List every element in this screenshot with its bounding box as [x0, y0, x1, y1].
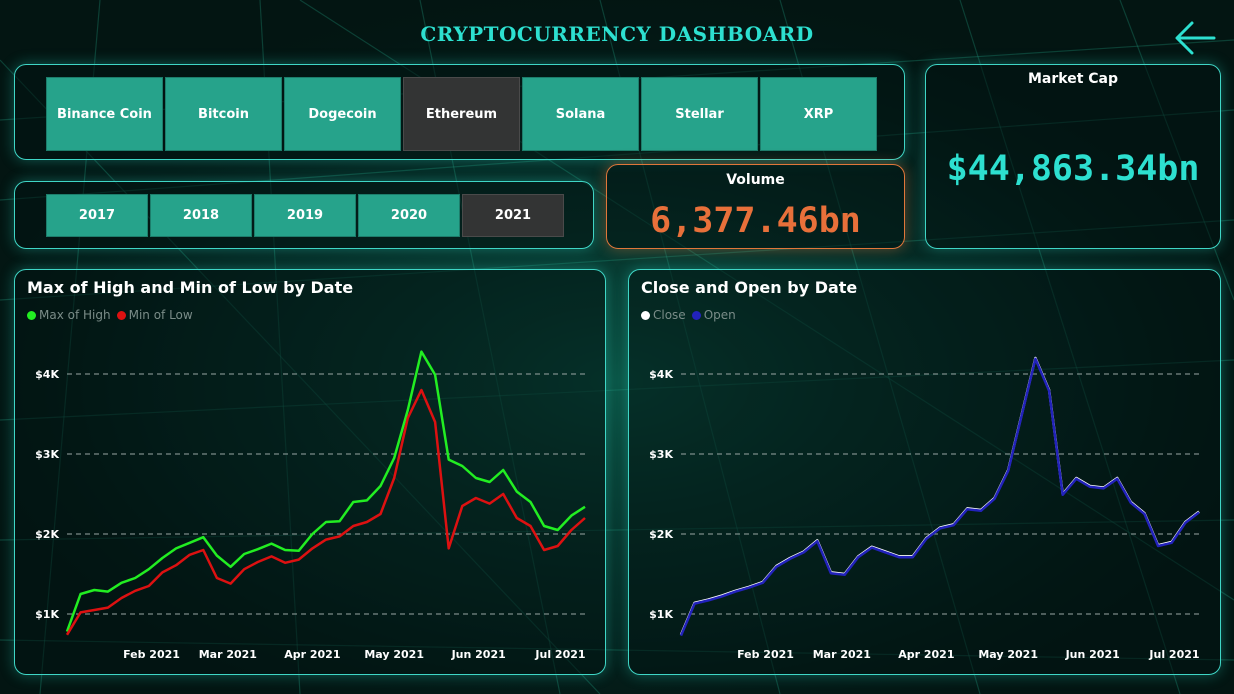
series-line-max-of-high	[65, 350, 586, 633]
coin-option-ethereum[interactable]: Ethereum	[403, 77, 520, 151]
y-tick-label: $1K	[649, 608, 673, 621]
legend-label: Close	[653, 308, 686, 322]
year-option-2021[interactable]: 2021	[462, 194, 564, 237]
series-line-close	[679, 356, 1200, 636]
coin-option-stellar[interactable]: Stellar	[641, 77, 758, 151]
x-tick-label: May 2021	[978, 648, 1038, 661]
legend-label: Min of Low	[128, 308, 193, 322]
legend-label: Open	[703, 308, 736, 322]
high-low-chart-panel: Max of High and Min of Low by Date Max o…	[14, 269, 606, 675]
chart-legend: Close Open	[641, 308, 736, 322]
coin-slicer-panel: Binance Coin Bitcoin Dogecoin Ethereum Solan…	[14, 64, 905, 160]
legend-dot-close	[641, 310, 650, 320]
close-open-line-chart[interactable]: $1K $2K $3K $4K Feb 2021 Mar 2021 Apr 2021 May …	[629, 270, 1222, 676]
x-tick-label: Apr 2021	[284, 648, 340, 661]
coin-option-bitcoin[interactable]: Bitcoin	[165, 77, 282, 151]
chart-legend: Max of High Min of Low	[27, 308, 193, 322]
year-option-2019[interactable]: 2019	[254, 194, 356, 237]
close-open-chart-panel: Close and Open by Date Close Open $1K $2K…	[628, 269, 1221, 675]
volume-value: 6,377.46bn	[650, 201, 861, 241]
legend-dot-min-low	[116, 310, 126, 320]
x-tick-label: Feb 2021	[737, 648, 794, 661]
series-line-min-of-low	[65, 388, 586, 636]
legend-item[interactable]: Min of Low	[116, 308, 193, 322]
year-slicer-panel: 2017 2018 2019 2020 2021	[14, 181, 594, 249]
high-low-line-chart[interactable]: $1K $2K $3K $4K Feb 2021 Mar 2021 Apr 2021 May …	[15, 270, 607, 676]
y-tick-label: $1K	[35, 608, 59, 621]
y-tick-label: $3K	[35, 448, 59, 461]
coin-option-xrp[interactable]: XRP	[760, 77, 877, 151]
legend-item[interactable]: Max of High	[27, 308, 111, 322]
year-option-2018[interactable]: 2018	[150, 194, 252, 237]
market-cap-card: Market Cap $44,863.34bn	[925, 64, 1221, 249]
x-tick-label: Apr 2021	[898, 648, 954, 661]
market-cap-value: $44,863.34bn	[946, 149, 1200, 189]
year-option-2017[interactable]: 2017	[46, 194, 148, 237]
series-line-open	[679, 357, 1200, 637]
back-arrow-icon[interactable]	[1174, 18, 1218, 58]
x-tick-label: Mar 2021	[813, 648, 871, 661]
legend-label: Max of High	[39, 308, 111, 322]
chart-title: Close and Open by Date	[641, 278, 858, 297]
legend-item[interactable]: Open	[691, 308, 736, 322]
coin-option-binance-coin[interactable]: Binance Coin	[46, 77, 163, 151]
legend-dot-open	[691, 310, 701, 320]
market-cap-label: Market Cap	[1027, 71, 1119, 87]
coin-option-dogecoin[interactable]: Dogecoin	[284, 77, 401, 151]
y-tick-label: $4K	[649, 368, 673, 381]
y-tick-label: $2K	[35, 528, 59, 541]
page-title: CRYPTOCURRENCY DASHBOARD	[420, 22, 814, 46]
x-tick-label: May 2021	[364, 648, 424, 661]
y-tick-label: $3K	[649, 448, 673, 461]
y-tick-label: $2K	[649, 528, 673, 541]
x-tick-label: Jul 2021	[534, 648, 585, 661]
legend-item[interactable]: Close	[641, 308, 686, 322]
volume-label: Volume	[726, 172, 785, 188]
x-tick-label: Jun 2021	[1065, 648, 1120, 661]
x-tick-label: Feb 2021	[123, 648, 180, 661]
coin-option-solana[interactable]: Solana	[522, 77, 639, 151]
x-tick-label: Jun 2021	[451, 648, 506, 661]
x-tick-label: Jul 2021	[1148, 648, 1199, 661]
y-tick-label: $4K	[35, 368, 59, 381]
year-option-2020[interactable]: 2020	[358, 194, 460, 237]
chart-title: Max of High and Min of Low by Date	[27, 278, 354, 297]
legend-dot-max-high	[27, 310, 36, 320]
x-tick-label: Mar 2021	[199, 648, 257, 661]
volume-card: Volume 6,377.46bn	[606, 164, 905, 249]
